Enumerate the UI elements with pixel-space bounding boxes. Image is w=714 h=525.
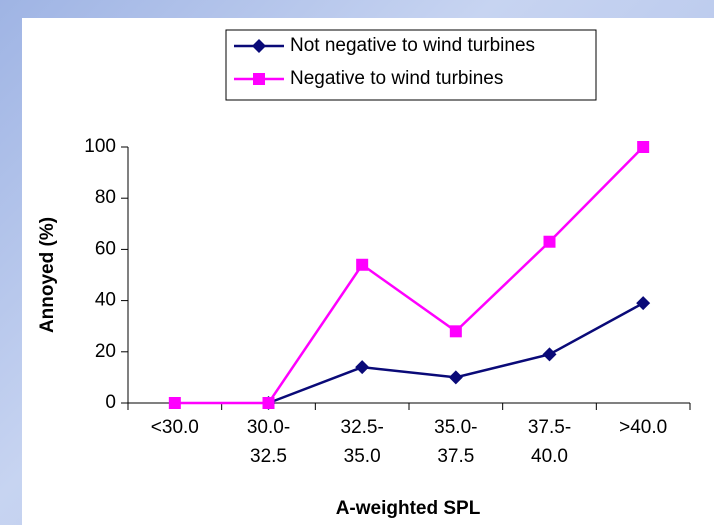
marker xyxy=(355,360,370,375)
x-tick-label: 30.0- 32.5 xyxy=(246,417,291,467)
x-tick-label: <30.0 xyxy=(150,417,199,438)
y-tick-label: 60 xyxy=(95,238,116,259)
x-tick-label: >40.0 xyxy=(619,417,668,438)
legend-marker xyxy=(253,73,265,85)
legend-label: Not negative to wind turbines xyxy=(290,35,535,56)
marker xyxy=(636,296,651,311)
x-tick-label: 35.0- 37.5 xyxy=(434,417,478,467)
marker xyxy=(448,370,463,385)
panel xyxy=(22,18,714,525)
y-tick-label: 20 xyxy=(95,341,116,362)
legend-marker xyxy=(252,39,266,53)
y-axis-label: Annoyed (%) xyxy=(37,217,58,333)
legend-box xyxy=(225,29,597,101)
y-tick-label: 0 xyxy=(105,392,116,413)
marker xyxy=(542,347,557,362)
x-tick-label: 32.5- 35.0 xyxy=(340,417,384,467)
marker xyxy=(449,325,462,338)
marker xyxy=(356,258,369,271)
marker xyxy=(168,397,181,409)
marker xyxy=(543,235,556,248)
y-tick-label: 40 xyxy=(95,290,116,311)
y-tick-label: 80 xyxy=(95,187,116,208)
line xyxy=(174,146,645,405)
x-tick-label: 37.5- 40.0 xyxy=(527,417,572,467)
x-axis-label: A-weighted SPL xyxy=(336,498,481,519)
legend-label: Negative to wind turbines xyxy=(290,68,503,89)
marker xyxy=(262,397,275,409)
marker xyxy=(637,141,650,153)
y-tick-label: 100 xyxy=(84,136,116,157)
